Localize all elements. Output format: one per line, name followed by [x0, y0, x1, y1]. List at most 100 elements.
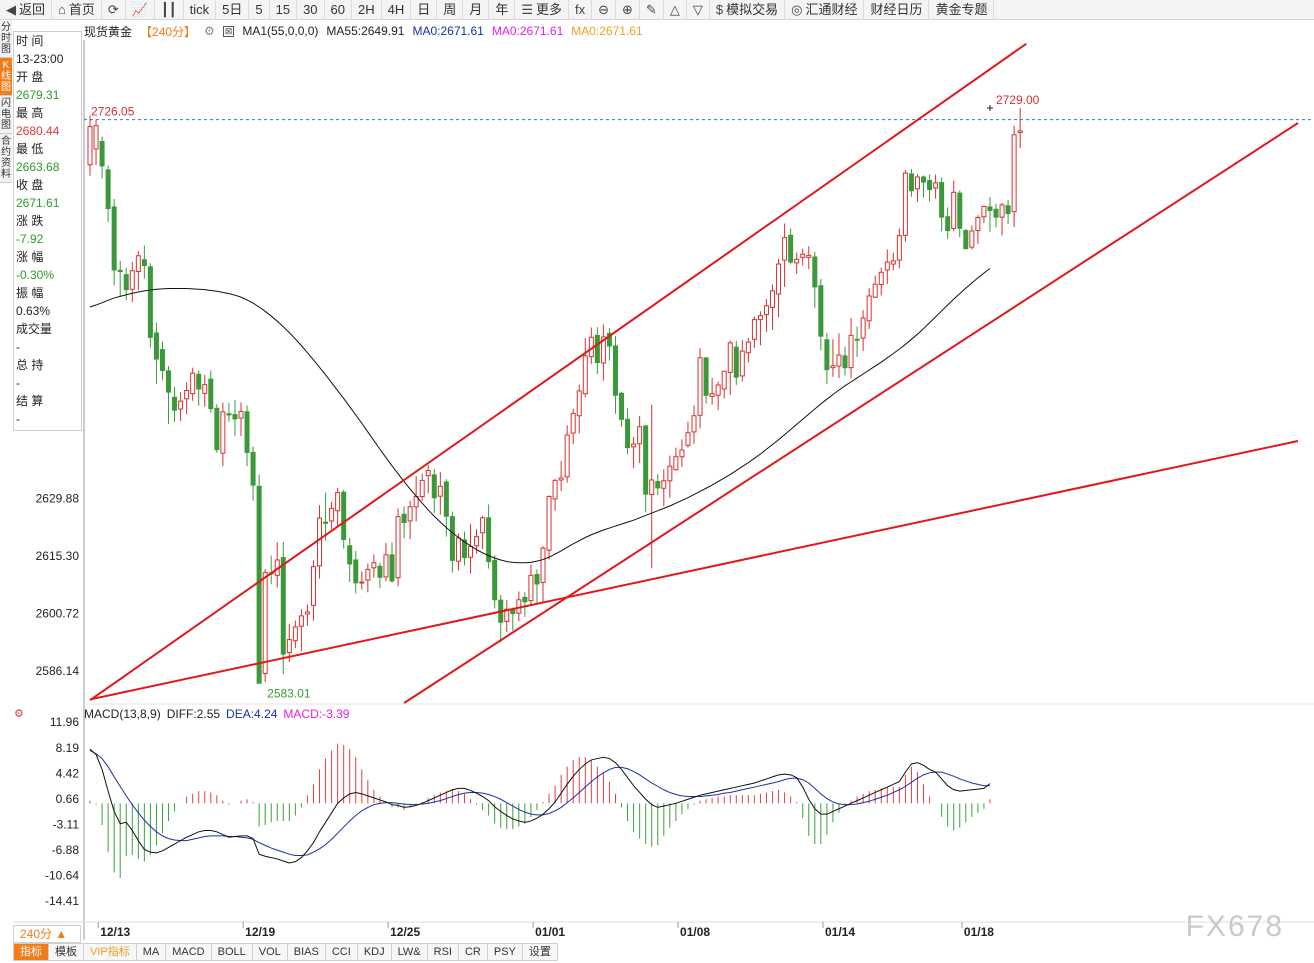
candle-down: [963, 230, 969, 250]
indicator-tab[interactable]: PSY: [487, 943, 523, 961]
vtab-2[interactable]: 闪电图: [0, 96, 12, 134]
indicator-tab[interactable]: MACD: [166, 943, 212, 961]
indicator-tab[interactable]: CR: [458, 943, 488, 961]
candle-up: [552, 479, 558, 500]
candle-down: [461, 539, 467, 559]
indicator-tab[interactable]: 设置: [522, 943, 558, 961]
candle-down: [606, 332, 612, 347]
info-label: 结 算: [16, 394, 44, 408]
toolbar-item-23[interactable]: ▽: [687, 0, 710, 20]
candle-up: [1017, 130, 1023, 133]
indicator-tab[interactable]: MA: [136, 943, 167, 961]
period-label: 【240分】: [140, 24, 197, 39]
candle-down: [824, 339, 830, 371]
toolbar-item-22[interactable]: △: [664, 0, 687, 20]
toolbar-item-14[interactable]: 周: [437, 0, 464, 20]
zoom-in-icon: ⊕: [622, 2, 633, 17]
candle-down: [141, 259, 147, 267]
candle-up: [178, 400, 184, 410]
candle-up: [739, 350, 745, 377]
toolbar-item-13[interactable]: 日: [411, 0, 438, 20]
candle-up: [135, 255, 141, 273]
candle-down: [522, 596, 528, 603]
candle-up: [981, 206, 987, 218]
toolbar-item-27[interactable]: 黄金专题: [929, 0, 995, 20]
toolbar-item-24[interactable]: $ 模拟交易: [710, 0, 786, 20]
candle-up: [800, 253, 806, 258]
toolbar-item-9[interactable]: 30: [297, 0, 325, 20]
candle-up: [715, 384, 721, 396]
toolbar-label: 黄金专题: [935, 2, 988, 17]
vtab-3[interactable]: 合约资料: [0, 134, 12, 183]
toolbar-item-7[interactable]: 5: [249, 0, 270, 20]
toolbar-item-20[interactable]: ⊕: [616, 0, 640, 20]
candle-down: [945, 216, 951, 232]
zoom-out-icon: ⊖: [598, 2, 610, 17]
indicator-tab[interactable]: RSI: [427, 943, 459, 961]
indicator-tab[interactable]: 模板: [49, 943, 84, 961]
toolbar-item-12[interactable]: 4H: [382, 0, 412, 20]
toolbar: ◀ 返回 ⌂ 首页 ⟳ 📈 ┃┃ tick 5日 5 15 30 60 2H 4H 日周月年 ☰ 更多 fx ⊖ ⊕ ✎ △…: [0, 0, 1314, 20]
toolbar-label: 30: [303, 2, 318, 17]
toolbar-item-4[interactable]: ┃┃: [155, 0, 184, 20]
toolbar-item-16[interactable]: 年: [489, 0, 516, 20]
macd-settings-icon[interactable]: ⚙: [14, 708, 24, 720]
candle-up: [335, 492, 341, 512]
toolbar-item-11[interactable]: 2H: [352, 0, 382, 20]
candle-down: [208, 378, 214, 410]
toolbar-item-21[interactable]: ✎: [640, 0, 664, 20]
toolbar-item-18[interactable]: fx: [569, 0, 593, 20]
candle-down: [214, 407, 220, 451]
candle-up: [480, 517, 486, 534]
toolbar-item-19[interactable]: ⊖: [592, 0, 617, 20]
candle-up: [304, 611, 310, 615]
candle-up: [202, 384, 208, 394]
indicator-tab[interactable]: KDJ: [357, 943, 392, 961]
candle-up: [975, 217, 981, 232]
settings-icon[interactable]: ⚙: [204, 24, 215, 38]
toolbar-item-6[interactable]: 5日: [216, 0, 250, 20]
candle-down: [166, 370, 172, 393]
candle-down: [818, 285, 824, 337]
fx-icon: fx: [575, 2, 586, 17]
indicator-icon[interactable]: ⊠: [222, 25, 235, 37]
indicator-tab[interactable]: 指标: [13, 943, 49, 961]
x-tick-label: 01/14: [825, 925, 855, 939]
toolbar-item-15[interactable]: 月: [463, 0, 490, 20]
indicator-tab[interactable]: BIAS: [287, 943, 326, 961]
info-label: 最 低: [16, 142, 44, 156]
toolbar-item-5[interactable]: tick: [184, 0, 217, 20]
candle-up: [691, 415, 697, 433]
toolbar-item-3[interactable]: 📈: [126, 0, 155, 20]
period-selector[interactable]: 240分 ▲: [13, 925, 81, 943]
candle-down: [377, 565, 383, 578]
candle-up: [878, 271, 884, 286]
toolbar-item-0[interactable]: ◀ 返回: [0, 0, 53, 20]
toolbar-item-1[interactable]: ⌂ 首页: [52, 0, 102, 20]
toolbar-item-8[interactable]: 15: [270, 0, 298, 20]
info-value: 2679.31: [16, 88, 60, 102]
toolbar-item-10[interactable]: 60: [325, 0, 353, 20]
toolbar-item-2[interactable]: ⟳: [102, 0, 126, 20]
indicator-tab[interactable]: LW&: [391, 943, 428, 961]
candle-up: [848, 334, 854, 369]
candle-down: [196, 373, 202, 390]
candle-down: [655, 481, 661, 489]
toolbar-item-17[interactable]: ☰ 更多: [515, 0, 569, 20]
indicator-tab[interactable]: BOLL: [211, 943, 253, 961]
info-value: -: [16, 340, 20, 354]
price-annotation: 2726.05: [91, 105, 135, 119]
indicator-tab[interactable]: VIP指标: [84, 943, 137, 961]
indicator-tab[interactable]: CCI: [325, 943, 358, 961]
candle-up: [667, 465, 673, 482]
candle-up: [697, 357, 703, 416]
indicator-tab[interactable]: VOL: [252, 943, 288, 961]
toolbar-item-26[interactable]: 财经日历: [864, 0, 930, 20]
toolbar-item-25[interactable]: ◎ 汇通财经: [785, 0, 865, 20]
candle-up: [395, 516, 401, 579]
vtab-0[interactable]: 分时图: [0, 20, 12, 58]
candle-up: [685, 432, 691, 446]
macd-tick-label: 0.66: [56, 792, 80, 806]
